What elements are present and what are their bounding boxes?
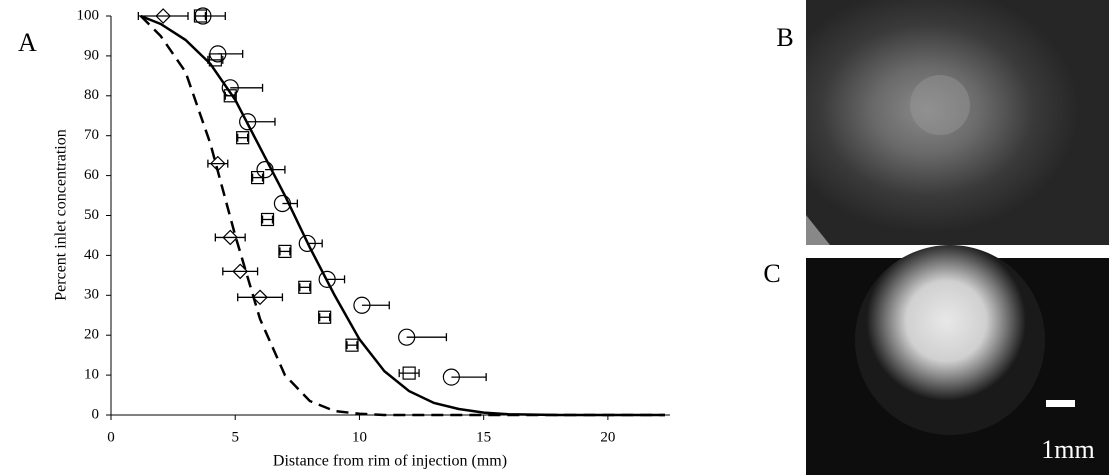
circle-marker bbox=[442, 368, 460, 386]
y-tick-label: 0 bbox=[92, 406, 100, 422]
model-line bbox=[140, 14, 665, 417]
blob bbox=[910, 75, 970, 135]
error-bar bbox=[319, 313, 331, 322]
x-tick-label: 10 bbox=[352, 429, 367, 445]
error-bar bbox=[214, 233, 246, 242]
error-bar bbox=[299, 283, 311, 292]
error-bar bbox=[451, 373, 487, 382]
square-marker bbox=[236, 131, 250, 145]
error-bar bbox=[361, 301, 390, 310]
square-marker bbox=[250, 170, 265, 185]
error-bar bbox=[230, 83, 264, 92]
square-marker bbox=[208, 53, 222, 67]
square-marker bbox=[318, 310, 332, 324]
x-tick-label: 20 bbox=[600, 429, 615, 445]
square-marker bbox=[223, 89, 237, 103]
error-bar bbox=[261, 215, 274, 224]
square-marker bbox=[298, 280, 312, 294]
panel-label: A bbox=[18, 28, 37, 57]
circle-marker bbox=[398, 328, 416, 346]
y-axis-label: Percent inlet concentration bbox=[53, 129, 70, 300]
panel-label: B bbox=[776, 23, 793, 52]
y-tick-label: 30 bbox=[84, 287, 99, 303]
x-tick-label: 5 bbox=[231, 429, 239, 445]
y-tick-label: 10 bbox=[84, 367, 99, 383]
y-tick-label: 70 bbox=[84, 127, 99, 143]
circle-marker bbox=[353, 296, 371, 314]
y-tick-label: 20 bbox=[84, 327, 99, 343]
panel-label: C bbox=[763, 259, 780, 288]
error-bar bbox=[398, 369, 420, 378]
square-marker bbox=[402, 366, 416, 380]
x-tick-label: 0 bbox=[107, 429, 115, 445]
error-bar bbox=[194, 12, 207, 20]
error-bar bbox=[265, 165, 286, 174]
square-marker bbox=[345, 338, 359, 352]
scale-label: 1mm bbox=[1041, 435, 1094, 464]
diamond-marker bbox=[155, 8, 172, 24]
circle-marker bbox=[318, 270, 336, 288]
error-bar bbox=[247, 117, 276, 126]
model-line bbox=[139, 15, 665, 417]
error-bar bbox=[237, 293, 284, 302]
scale-bar bbox=[1046, 400, 1075, 407]
corner bbox=[806, 215, 830, 245]
square-marker bbox=[278, 244, 292, 259]
circle-marker bbox=[239, 113, 257, 131]
error-bar bbox=[222, 267, 259, 276]
error-bar bbox=[346, 341, 358, 350]
circle-marker bbox=[273, 194, 292, 213]
x-axis-label: Distance from rim of injection (mm) bbox=[273, 453, 507, 470]
error-bar bbox=[237, 133, 249, 142]
plot: 0 10 20 30 40 50 60 70 80 90 100 0 5 10 15 20 bbox=[77, 7, 665, 445]
circle-marker bbox=[298, 234, 316, 253]
y-tick-label: 50 bbox=[84, 207, 99, 223]
diamond-marker bbox=[222, 229, 239, 246]
error-bar bbox=[406, 333, 448, 342]
y-tick-label: 100 bbox=[77, 7, 100, 23]
y-tick-label: 60 bbox=[84, 167, 99, 183]
square-marker bbox=[260, 212, 275, 227]
micrograph-b bbox=[806, 0, 1109, 245]
y-tick-label: 90 bbox=[84, 47, 99, 63]
error-bar bbox=[327, 275, 346, 284]
square-marker bbox=[193, 9, 208, 23]
circle-marker bbox=[256, 161, 274, 179]
error-bar bbox=[251, 173, 264, 182]
error-bar bbox=[217, 49, 244, 58]
y-tick-label: 80 bbox=[84, 87, 99, 103]
error-bar bbox=[137, 12, 189, 20]
x-tick-label: 15 bbox=[476, 429, 491, 445]
error-bar bbox=[279, 247, 291, 256]
diamond-marker bbox=[252, 289, 268, 306]
y-tick-label: 40 bbox=[84, 247, 99, 263]
blob bbox=[855, 245, 1045, 435]
